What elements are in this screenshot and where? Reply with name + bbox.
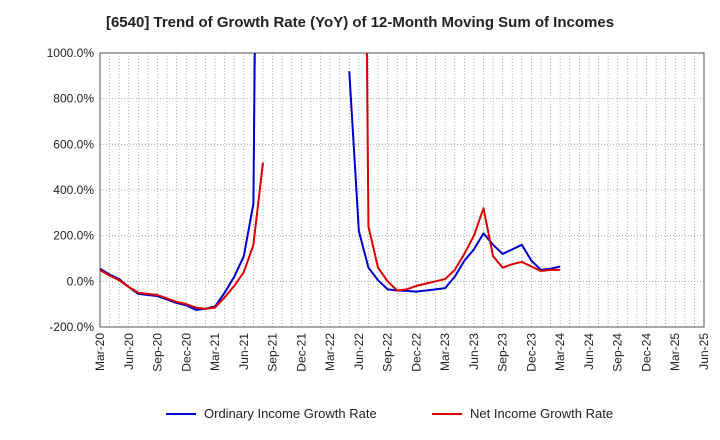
chart-title: [6540] Trend of Growth Rate (YoY) of 12-… <box>105 14 615 31</box>
y-tick-label: 0.0% <box>67 274 95 288</box>
x-tick-label: Mar-23 <box>438 333 452 371</box>
legend-label-1: Ordinary Income Growth Rate <box>204 406 377 421</box>
x-tick-label: Dec-23 <box>524 333 538 372</box>
series-2-group <box>100 53 561 310</box>
plot-area <box>100 53 704 327</box>
x-tick-label: Dec-24 <box>639 333 653 372</box>
x-tick-label: Dec-22 <box>409 333 423 372</box>
plot-border <box>99 52 705 328</box>
x-tick-label: Jun-23 <box>467 333 481 370</box>
x-tick-label: Jun-25 <box>697 333 711 370</box>
y-tick-label: 600.0% <box>53 137 94 151</box>
x-tick-label: Sep-20 <box>151 333 165 372</box>
series-2-line <box>100 53 561 310</box>
x-tick-label: Mar-21 <box>208 333 222 371</box>
y-tick-label: 800.0% <box>53 92 94 106</box>
x-tick-label: Jun-20 <box>122 333 136 370</box>
x-tick-label: Jun-22 <box>352 333 366 370</box>
legend-label-2: Net Income Growth Rate <box>470 406 613 421</box>
x-tick-label: Sep-24 <box>611 333 625 372</box>
y-tick-label: 1000.0% <box>47 46 95 60</box>
x-tick-label: Mar-20 <box>93 333 107 371</box>
x-tick-label: Sep-22 <box>381 333 395 372</box>
x-tick-label: Jun-24 <box>582 333 596 370</box>
x-tick-label: Dec-21 <box>294 333 308 372</box>
x-tick-label: Sep-23 <box>496 333 510 372</box>
x-tick-label: Sep-21 <box>266 333 280 372</box>
y-tick-label: -200.0% <box>49 320 94 334</box>
x-tick-label: Dec-20 <box>179 333 193 372</box>
y-tick-label: 200.0% <box>53 229 94 243</box>
x-tick-label: Mar-25 <box>668 333 682 371</box>
x-tick-label: Jun-21 <box>237 333 251 370</box>
x-tick-label: Mar-24 <box>553 333 567 371</box>
x-tick-label: Mar-22 <box>323 333 337 371</box>
y-tick-label: 400.0% <box>53 183 94 197</box>
